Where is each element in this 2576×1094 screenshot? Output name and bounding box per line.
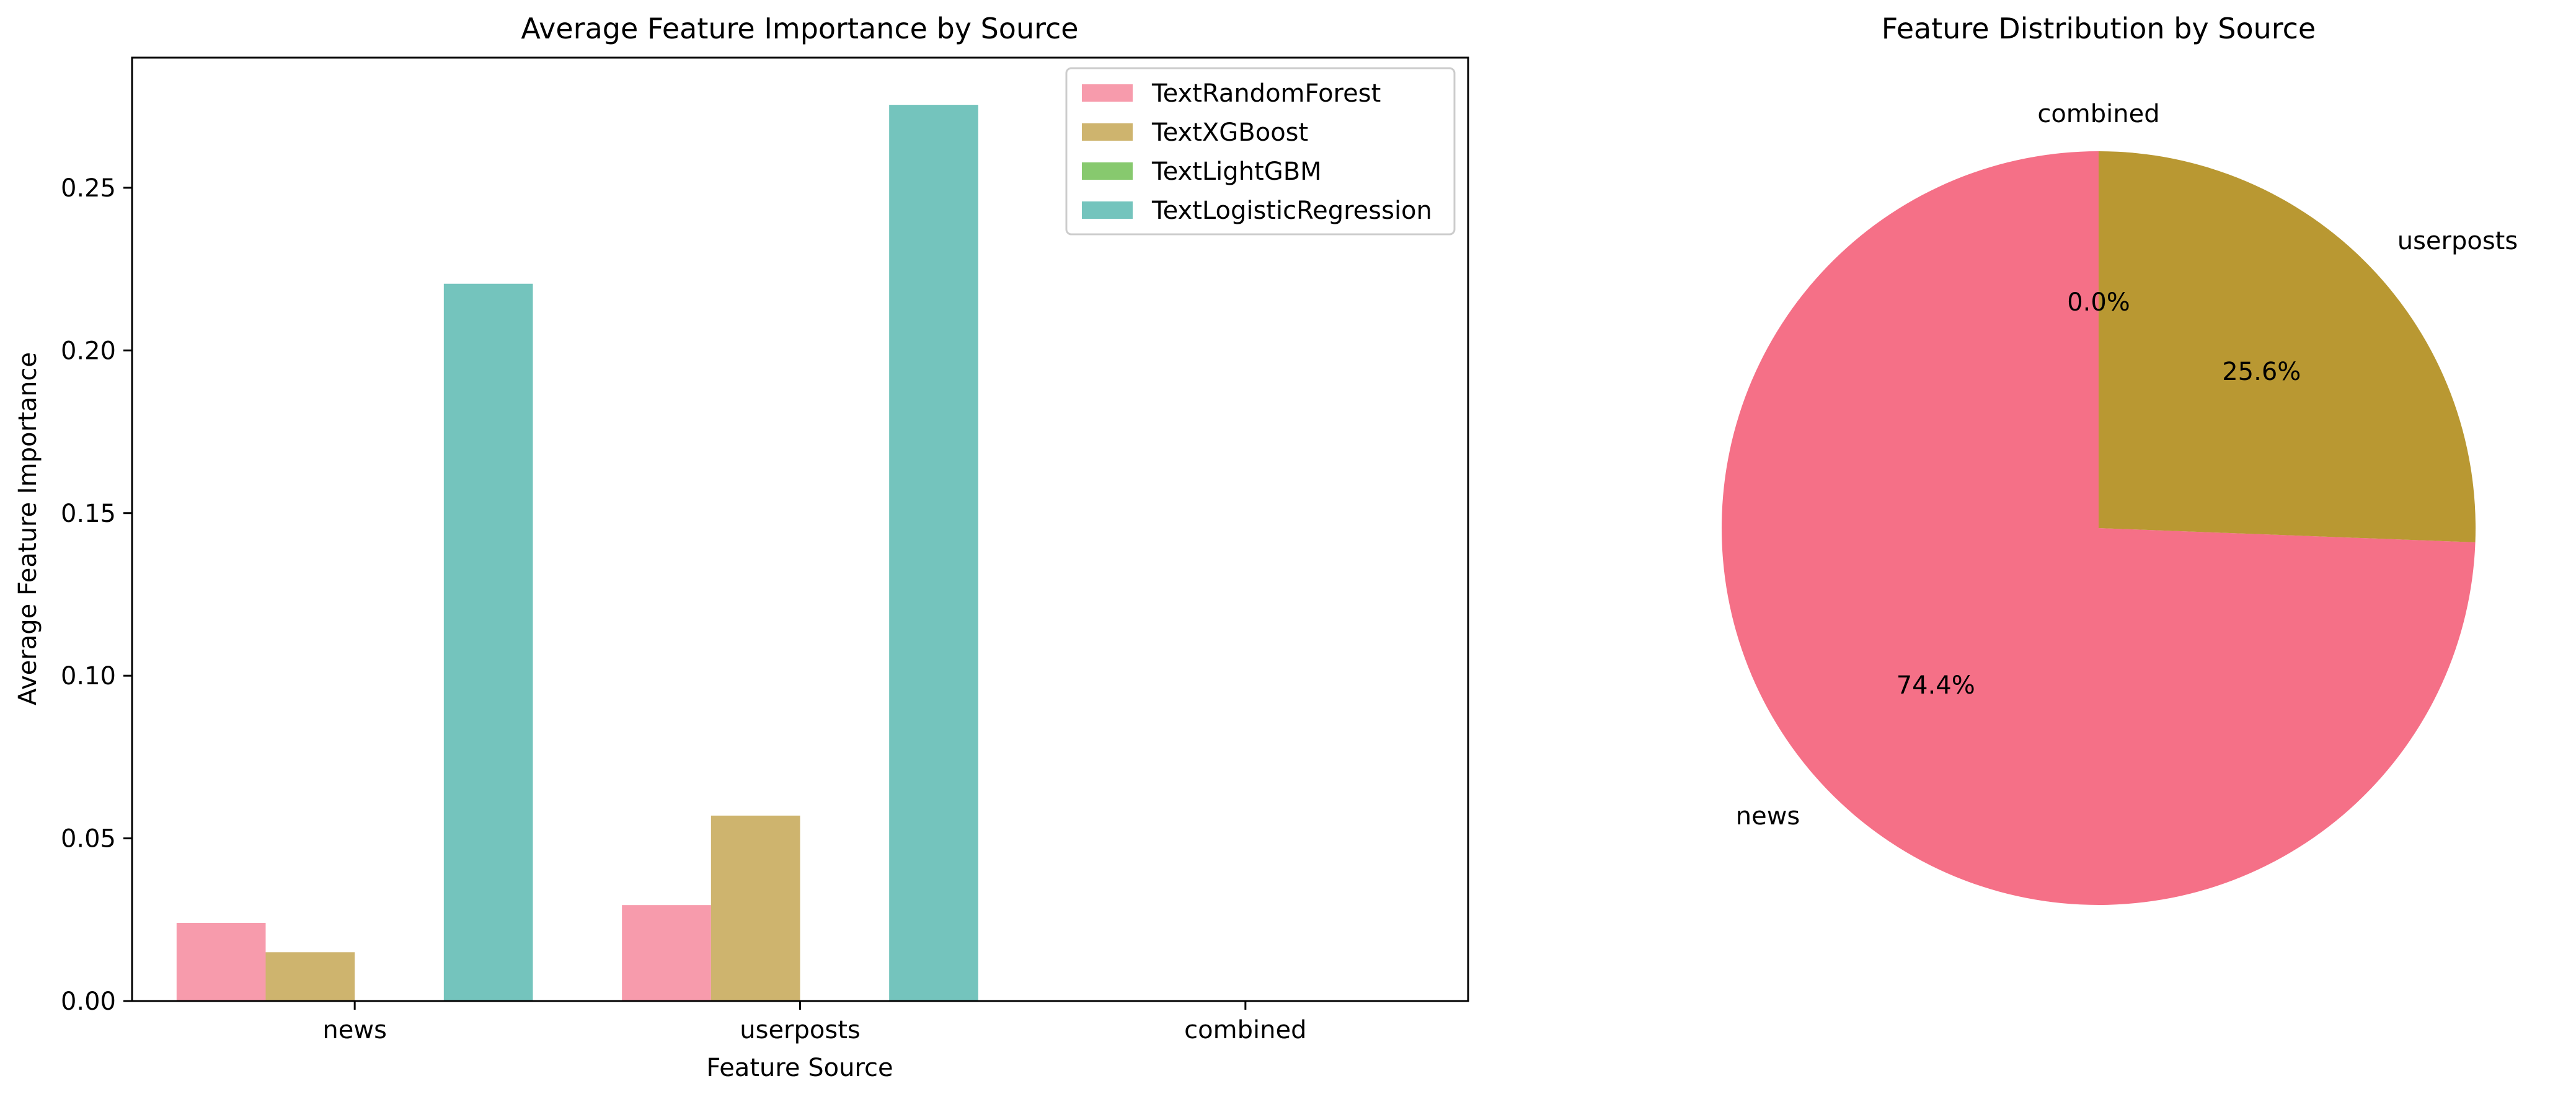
legend-label: TextLightGBM <box>1151 157 1322 186</box>
legend-label: TextXGBoost <box>1151 118 1308 147</box>
y-tick-label: 0.20 <box>61 337 116 365</box>
x-tick-label: userposts <box>740 1016 860 1044</box>
legend: TextRandomForest TextXGBoost TextLightGBM T… <box>1065 67 1456 236</box>
bar-chart: Average Feature Importance by Source 0.0… <box>14 12 1469 1082</box>
y-axis-ticks: 0.00 0.05 0.10 0.15 0.20 0.25 <box>61 174 132 1016</box>
pie-marks: news 74.4% userposts 25.6% combined 0.0% <box>1722 100 2518 905</box>
y-axis-label: Average Feature Importance <box>14 352 42 705</box>
pie-percent-combined: 0.0% <box>2067 288 2130 317</box>
legend-items: TextRandomForest TextXGBoost TextLightGBM T… <box>1082 79 1432 225</box>
bar-TextLogisticRegression-userposts <box>889 105 978 1002</box>
bar-TextRandomForest-news <box>176 923 266 1001</box>
pie-label-combined: combined <box>2037 100 2159 128</box>
bar-TextRandomForest-userposts <box>622 905 711 1001</box>
pie-chart-title: Feature Distribution by Source <box>1882 12 2316 45</box>
x-tick-label: news <box>322 1016 387 1044</box>
legend-label: TextRandomForest <box>1151 79 1381 108</box>
y-tick-label: 0.00 <box>61 987 116 1016</box>
legend-frame <box>1065 67 1456 236</box>
y-tick-label: 0.10 <box>61 662 116 690</box>
legend-label: TextLogisticRegression <box>1151 196 1432 225</box>
bar-TextXGBoost-news <box>265 952 355 1001</box>
pie-slice-news <box>1722 151 2476 905</box>
y-tick-label: 0.05 <box>61 825 116 854</box>
legend-swatch <box>1082 123 1133 141</box>
pie-percent-news: 74.4% <box>1897 671 1975 700</box>
legend-swatch <box>1082 84 1133 102</box>
bar-chart-title: Average Feature Importance by Source <box>521 12 1078 45</box>
pie-percent-userposts: 25.6% <box>2222 358 2301 386</box>
bar-TextXGBoost-userposts <box>710 815 800 1001</box>
pie-slice-userposts <box>2099 151 2476 542</box>
y-tick-label: 0.25 <box>61 174 116 203</box>
pie-label-userposts: userposts <box>2397 227 2518 255</box>
pie-chart: Feature Distribution by Source news 74.4%… <box>1722 12 2518 905</box>
x-axis-label: Feature Source <box>706 1054 893 1082</box>
bar-TextLogisticRegression-news <box>443 283 533 1002</box>
pie-label-news: news <box>1736 802 1800 831</box>
bar-marks <box>176 105 978 1002</box>
legend-swatch <box>1082 162 1133 180</box>
x-tick-label: combined <box>1184 1016 1306 1044</box>
y-tick-label: 0.15 <box>61 500 116 528</box>
x-axis-ticks: news userposts combined <box>322 1001 1306 1044</box>
legend-swatch <box>1082 201 1133 219</box>
